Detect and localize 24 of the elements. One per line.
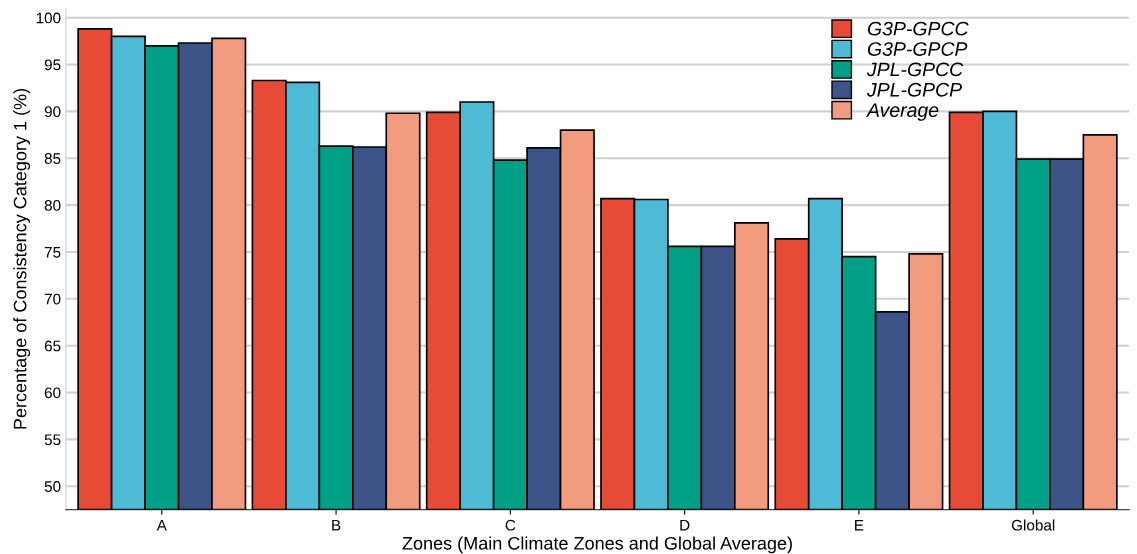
y-tick-label: 85 (44, 153, 61, 164)
y-tick-label: 100 (36, 12, 61, 24)
x-tick-label: B (332, 519, 341, 531)
legend-label: G3P-GPCP (867, 42, 968, 56)
legend-label: G3P-GPCC (867, 21, 969, 36)
x-tick-label: D (680, 519, 690, 531)
y-tick-label: 55 (44, 434, 61, 446)
legend-label: JPL-GPCP (866, 82, 962, 97)
y-tick-label: 95 (44, 59, 61, 71)
x-tick-label: Global (1011, 519, 1055, 531)
y-tick-label: 65 (44, 340, 61, 352)
x-tick-label: A (156, 519, 167, 531)
x-axis-title: Zones (Main Climate Zones and Global Average) (402, 536, 792, 554)
x-tick-label: C (505, 519, 516, 531)
y-tick-label: 75 (44, 246, 61, 258)
x-tick-label: E (855, 519, 864, 531)
legend-label: Average (866, 103, 939, 121)
y-tick-label: 90 (44, 106, 61, 118)
y-axis-title: Percentage of Consistency Category 1 (%) (13, 89, 31, 429)
legend-label: JPL-GPCC (866, 62, 964, 77)
y-tick-label: 50 (44, 481, 61, 492)
y-tick-label: 70 (44, 293, 61, 305)
y-tick-label: 60 (44, 387, 61, 399)
y-tick-label: 80 (44, 199, 61, 211)
